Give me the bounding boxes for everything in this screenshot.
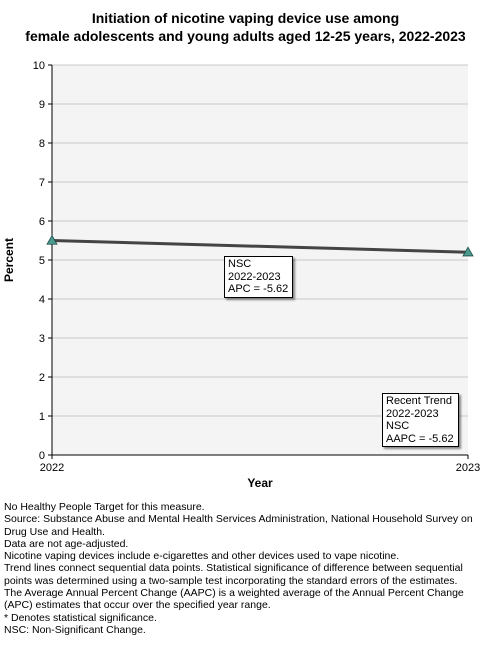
x-axis-ticks: 2022 2023 [40, 455, 480, 474]
y-tick-label: 0 [39, 450, 45, 462]
footnote: Trend lines connect sequential data poin… [4, 562, 463, 587]
footnote: Source: Substance Abuse and Mental Healt… [4, 513, 473, 538]
x-axis-title: Year [247, 476, 273, 490]
chart-title-line-1: Initiation of nicotine vaping device use… [91, 10, 400, 26]
y-tick-label: 7 [39, 177, 45, 189]
y-tick-label: 6 [39, 216, 45, 228]
footnotes: No Healthy People Target for this measur… [4, 501, 491, 636]
y-tick-label: 10 [33, 60, 45, 72]
recent-trend-line-3: NSC [386, 420, 410, 432]
recent-trend-line-2: 2022-2023 [386, 407, 439, 420]
y-axis-title: Percent [2, 238, 16, 282]
footnote: Nicotine vaping devices include e-cigare… [4, 550, 400, 563]
segment-annotation: NSC 2022-2023 APC = -5.62 [224, 256, 294, 298]
y-tick-label: 1 [39, 411, 45, 423]
footnote: NSC: Non-Significant Change. [4, 623, 146, 636]
y-tick-label: 8 [39, 138, 45, 150]
y-tick-label: 5 [39, 255, 45, 267]
trend-line [51, 239, 469, 254]
chart-title: Initiation of nicotine vaping device use… [0, 9, 491, 45]
segment-annotation-line-3: APC = -5.62 [228, 283, 289, 295]
chart-title-line-2: female adolescents and young adults aged… [25, 28, 466, 44]
y-axis-ticks: 0 1 2 3 4 5 6 7 8 9 10 [33, 60, 52, 462]
x-tick-label: 2023 [456, 462, 480, 474]
footnote: No Healthy People Target for this measur… [4, 501, 205, 513]
series-layer [46, 234, 474, 257]
segment-annotation-line-2: 2022-2023 [228, 270, 281, 283]
grid-lines [52, 64, 468, 417]
footnote: The Average Annual Percent Change (AAPC)… [4, 587, 464, 612]
y-tick-label: 2 [39, 372, 45, 384]
segment-annotation-line-1: NSC [228, 258, 252, 270]
y-tick-label: 9 [39, 99, 45, 111]
footnote: * Denotes statistical significance. [4, 611, 157, 624]
data-point-marker [462, 246, 474, 257]
x-tick-label: 2022 [40, 462, 64, 474]
y-tick-label: 3 [39, 333, 45, 345]
recent-trend-line-4: AAPC = -5.62 [386, 432, 454, 445]
footnote: Data are not age-adjusted. [4, 537, 129, 550]
y-tick-label: 4 [39, 294, 45, 306]
recent-trend-annotation: Recent Trend 2022-2023 NSC AAPC = -5.62 [382, 393, 459, 447]
data-point-marker [46, 234, 58, 245]
recent-trend-line-1: Recent Trend [386, 395, 453, 407]
